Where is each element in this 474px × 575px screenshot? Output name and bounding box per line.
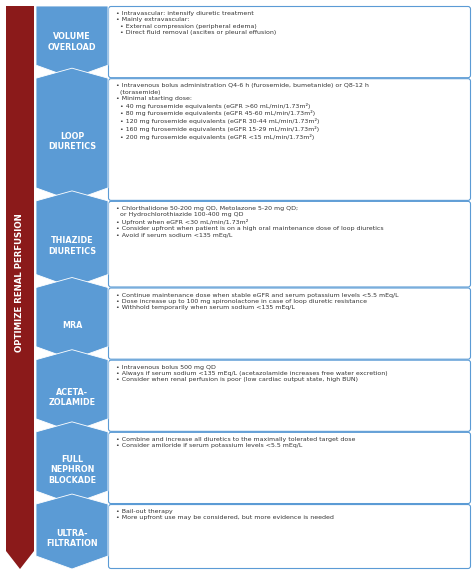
Text: ULTRA-
FILTRATION: ULTRA- FILTRATION xyxy=(46,529,98,548)
Text: FULL
NEPHRON
BLOCKADE: FULL NEPHRON BLOCKADE xyxy=(48,455,96,485)
Text: OPTIMIZE RENAL PERFUSION: OPTIMIZE RENAL PERFUSION xyxy=(16,213,25,352)
Polygon shape xyxy=(36,68,108,201)
FancyBboxPatch shape xyxy=(109,288,471,359)
Polygon shape xyxy=(36,422,108,504)
FancyBboxPatch shape xyxy=(109,360,471,431)
Polygon shape xyxy=(6,6,34,569)
FancyBboxPatch shape xyxy=(109,201,471,287)
FancyBboxPatch shape xyxy=(109,504,471,569)
Text: • Combine and increase all diuretics to the maximally tolerated target dose
• Co: • Combine and increase all diuretics to … xyxy=(116,437,356,448)
Text: THIAZIDE
DIURETICS: THIAZIDE DIURETICS xyxy=(48,236,96,256)
Polygon shape xyxy=(36,6,108,78)
Text: • Intravascular: intensify diuretic treatment
• Mainly extravascular:
  • Extern: • Intravascular: intensify diuretic trea… xyxy=(116,11,276,35)
Text: MRA: MRA xyxy=(62,321,82,330)
FancyBboxPatch shape xyxy=(109,6,471,78)
Polygon shape xyxy=(36,278,108,360)
Text: • Chlorthalidone 50-200 mg QD, Metolazone 5-20 mg QD;
  or Hydrochlorothiazide 1: • Chlorthalidone 50-200 mg QD, Metolazon… xyxy=(116,206,383,238)
Text: • Continue maintenance dose when stable eGFR and serum potassium levels <5.5 mEq: • Continue maintenance dose when stable … xyxy=(116,293,399,310)
Polygon shape xyxy=(36,350,108,432)
Text: • Bail-out therapy
• More upfront use may be considered, but more evidence is ne: • Bail-out therapy • More upfront use ma… xyxy=(116,509,334,520)
Polygon shape xyxy=(36,191,108,288)
Text: VOLUME
OVERLOAD: VOLUME OVERLOAD xyxy=(48,32,96,52)
FancyBboxPatch shape xyxy=(109,79,471,200)
Text: ACETA-
ZOLAMIDE: ACETA- ZOLAMIDE xyxy=(48,388,95,408)
FancyBboxPatch shape xyxy=(109,432,471,504)
Text: • Intravenous bolus 500 mg QD
• Always if serum sodium <135 mEq/L (acetazolamide: • Intravenous bolus 500 mg QD • Always i… xyxy=(116,365,388,382)
Polygon shape xyxy=(36,494,108,569)
Text: • Intravenous bolus administration Q4-6 h (furosemide, bumetanide) or Q8-12 h
  : • Intravenous bolus administration Q4-6 … xyxy=(116,83,369,140)
Text: LOOP
DIURETICS: LOOP DIURETICS xyxy=(48,132,96,151)
